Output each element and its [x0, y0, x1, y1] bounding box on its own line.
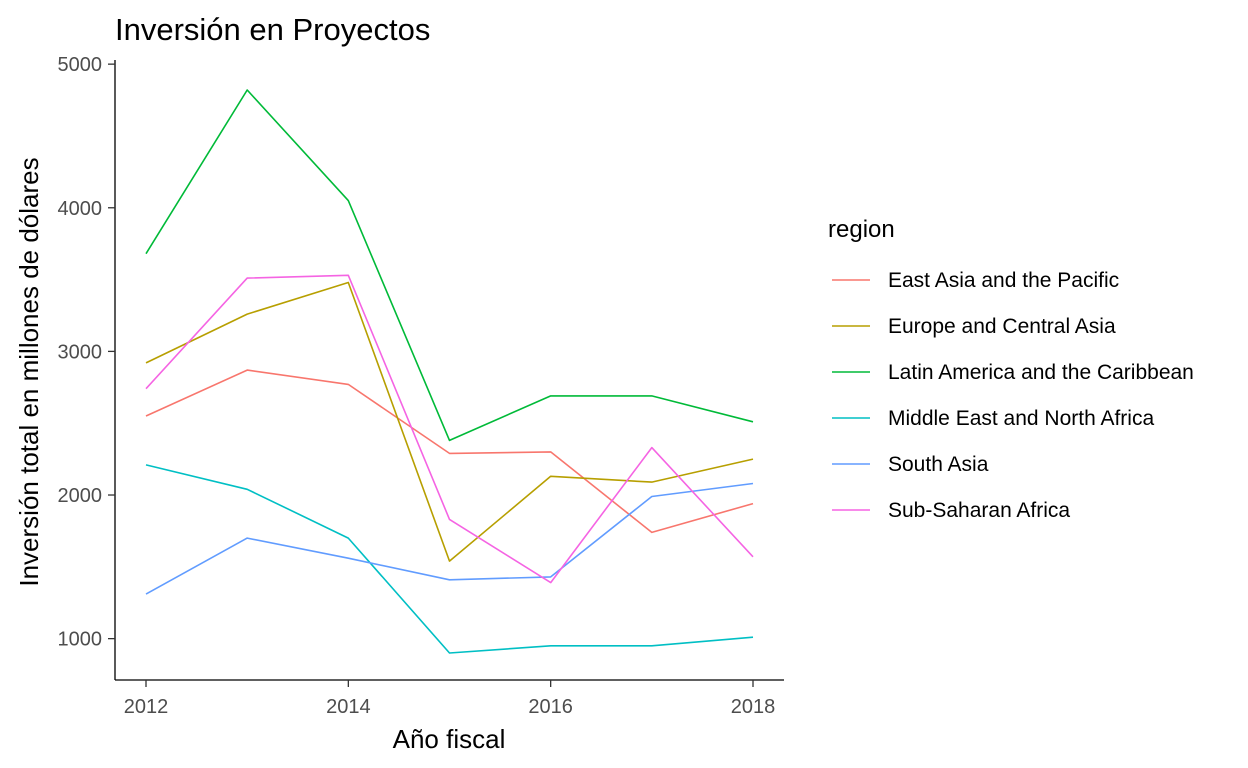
- series-line-3: [145, 89, 754, 442]
- legend-title: region: [828, 216, 895, 243]
- plot-area: 1000 2000 3000 4000 5000 2012 2014 2016 2018: [58, 54, 784, 718]
- x-tick-label: 2018: [731, 696, 776, 718]
- series-line-1: [145, 369, 754, 534]
- legend-label: Middle East and North Africa: [888, 407, 1154, 430]
- x-axis-ticks: 2012 2014 2016 2018: [124, 680, 776, 718]
- x-axis-title: Año fiscal: [393, 724, 506, 754]
- legend-items: East Asia and the Pacific Europe and Cent…: [832, 269, 1194, 522]
- chart-title: Inversión en Proyectos: [115, 12, 430, 47]
- legend-label: Sub-Saharan Africa: [888, 499, 1070, 522]
- y-tick-label: 1000: [58, 629, 103, 651]
- series-line-6: [145, 274, 754, 584]
- y-axis-ticks: 1000 2000 3000 4000 5000: [58, 54, 115, 651]
- series-line-2: [145, 281, 754, 562]
- legend-label: Latin America and the Caribbean: [888, 361, 1194, 384]
- series-line-5: [145, 482, 754, 595]
- legend-label: South Asia: [888, 453, 989, 476]
- x-tick-label: 2012: [124, 696, 169, 718]
- series-line-4: [145, 464, 754, 654]
- series-lines: [145, 89, 754, 654]
- y-tick-label: 4000: [58, 198, 103, 220]
- y-axis-title: Inversión total en millones de dólares: [14, 157, 44, 586]
- legend-label: East Asia and the Pacific: [888, 269, 1119, 292]
- x-tick-label: 2016: [528, 696, 573, 718]
- y-tick-label: 5000: [58, 54, 103, 76]
- x-tick-label: 2014: [326, 696, 371, 718]
- y-tick-label: 2000: [58, 485, 103, 507]
- legend: region East Asia and the Pacific Europe a…: [828, 216, 1194, 522]
- legend-label: Europe and Central Asia: [888, 315, 1116, 338]
- y-tick-label: 3000: [58, 341, 103, 363]
